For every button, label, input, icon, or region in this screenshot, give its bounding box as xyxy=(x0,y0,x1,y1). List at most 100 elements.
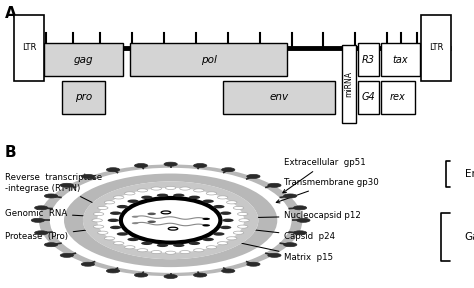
Circle shape xyxy=(128,200,139,203)
Circle shape xyxy=(193,189,204,192)
Circle shape xyxy=(213,205,225,209)
Text: Protease  (Pro): Protease (Pro) xyxy=(5,225,122,241)
Text: LTR: LTR xyxy=(22,43,36,52)
Circle shape xyxy=(147,213,156,215)
Text: Genomic  RNA: Genomic RNA xyxy=(5,209,122,219)
Circle shape xyxy=(132,216,138,218)
Text: tax: tax xyxy=(393,55,409,65)
Text: env: env xyxy=(270,92,289,102)
Circle shape xyxy=(107,269,120,273)
Circle shape xyxy=(293,231,307,235)
Circle shape xyxy=(110,226,121,229)
Circle shape xyxy=(141,196,153,199)
Circle shape xyxy=(180,187,190,190)
Circle shape xyxy=(113,242,124,245)
Circle shape xyxy=(35,231,48,235)
Circle shape xyxy=(237,213,248,216)
Circle shape xyxy=(161,211,171,214)
Text: Matrix  p15: Matrix p15 xyxy=(226,239,334,262)
Bar xyxy=(62,81,105,113)
Text: Extracellular  gp51: Extracellular gp51 xyxy=(283,158,366,193)
Circle shape xyxy=(117,205,128,209)
Circle shape xyxy=(132,222,138,224)
Circle shape xyxy=(128,238,139,241)
Circle shape xyxy=(141,242,153,245)
Circle shape xyxy=(81,262,94,266)
Circle shape xyxy=(81,175,94,179)
Circle shape xyxy=(165,186,176,190)
Circle shape xyxy=(239,219,249,222)
Text: R3: R3 xyxy=(362,55,375,65)
Circle shape xyxy=(193,249,204,252)
Circle shape xyxy=(189,242,200,245)
Circle shape xyxy=(206,246,217,249)
Circle shape xyxy=(93,225,104,228)
Circle shape xyxy=(110,211,121,215)
Ellipse shape xyxy=(64,173,277,267)
Circle shape xyxy=(220,211,231,215)
Circle shape xyxy=(233,206,244,209)
Circle shape xyxy=(173,244,184,247)
Circle shape xyxy=(227,201,237,204)
Circle shape xyxy=(173,194,184,197)
Text: rex: rex xyxy=(390,92,406,102)
Circle shape xyxy=(31,218,45,222)
Bar xyxy=(381,43,420,76)
Bar xyxy=(357,43,379,76)
Circle shape xyxy=(168,227,178,230)
Circle shape xyxy=(221,269,235,273)
Bar xyxy=(357,81,379,113)
Circle shape xyxy=(165,251,176,254)
Circle shape xyxy=(193,273,207,277)
Circle shape xyxy=(233,231,244,234)
Circle shape xyxy=(45,243,58,247)
Text: miRNA: miRNA xyxy=(345,71,354,97)
Circle shape xyxy=(164,274,177,278)
Circle shape xyxy=(268,253,281,257)
Circle shape xyxy=(104,237,115,240)
Circle shape xyxy=(125,192,135,195)
Circle shape xyxy=(157,244,168,247)
Circle shape xyxy=(35,206,48,210)
Circle shape xyxy=(98,231,108,234)
Ellipse shape xyxy=(50,168,292,273)
Ellipse shape xyxy=(83,181,258,259)
Text: gag: gag xyxy=(73,55,93,65)
Circle shape xyxy=(222,219,234,222)
Circle shape xyxy=(107,168,120,172)
Text: pol: pol xyxy=(201,55,217,65)
Circle shape xyxy=(151,251,162,254)
Circle shape xyxy=(220,226,231,229)
Circle shape xyxy=(202,218,210,220)
Circle shape xyxy=(92,219,102,222)
Circle shape xyxy=(113,196,124,199)
Bar xyxy=(381,81,415,113)
Circle shape xyxy=(213,232,225,236)
Text: G4: G4 xyxy=(362,92,375,102)
Circle shape xyxy=(45,194,58,198)
Text: Reverse  transcriptase
-integrase (RT-IN): Reverse transcriptase -integrase (RT-IN) xyxy=(5,173,113,213)
Circle shape xyxy=(157,194,168,197)
Circle shape xyxy=(206,192,217,195)
Circle shape xyxy=(218,242,228,245)
Text: Transmembrane gp30: Transmembrane gp30 xyxy=(276,178,379,203)
Text: Nucleocapsid p12: Nucleocapsid p12 xyxy=(229,211,361,221)
Circle shape xyxy=(247,262,260,266)
Circle shape xyxy=(202,238,214,241)
Circle shape xyxy=(164,162,177,166)
Circle shape xyxy=(202,200,214,203)
Circle shape xyxy=(268,183,281,187)
Circle shape xyxy=(117,232,128,236)
Bar xyxy=(223,81,335,113)
Circle shape xyxy=(189,196,200,199)
Text: LTR: LTR xyxy=(429,43,443,52)
Circle shape xyxy=(137,249,148,252)
Circle shape xyxy=(202,224,210,226)
Circle shape xyxy=(135,164,148,168)
Circle shape xyxy=(98,206,108,209)
Circle shape xyxy=(283,194,297,198)
Circle shape xyxy=(137,189,148,192)
Circle shape xyxy=(104,201,115,204)
Circle shape xyxy=(293,206,307,210)
Circle shape xyxy=(151,187,162,190)
